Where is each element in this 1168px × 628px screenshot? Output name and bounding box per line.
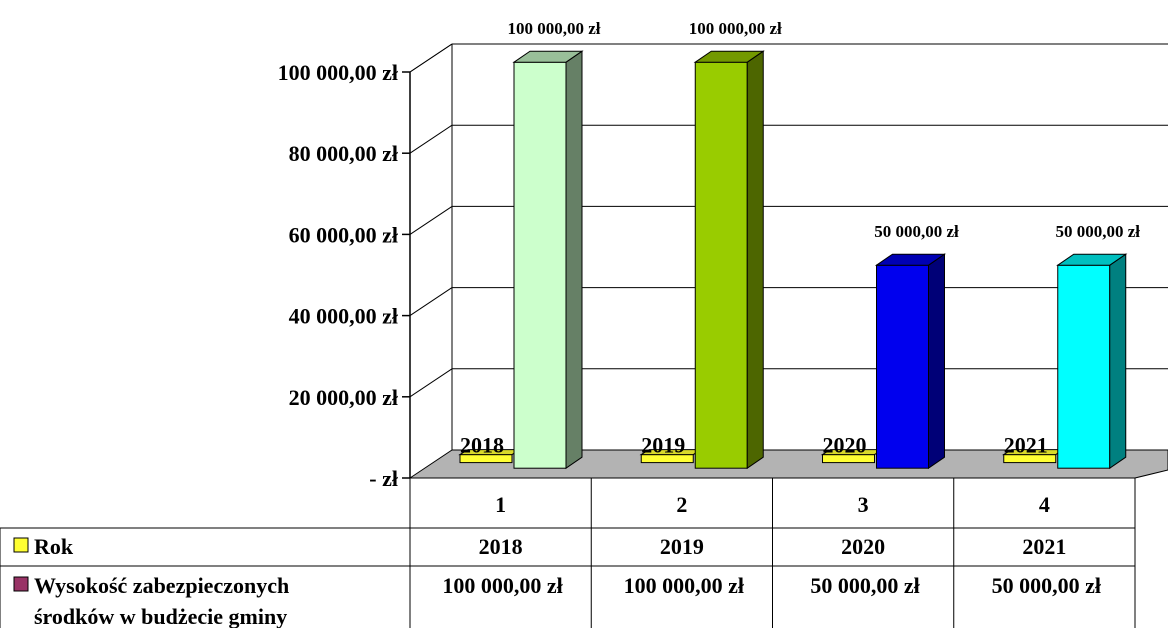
legend-label-value: Wysokość zabezpieczonych — [34, 573, 289, 598]
category-label: 2 — [676, 492, 687, 517]
bar-top — [1056, 253, 1128, 266]
table-cell-value: 50 000,00 zł — [810, 573, 919, 598]
bar-side — [1109, 253, 1127, 470]
table-cell-value: 50 000,00 zł — [992, 573, 1101, 598]
y-axis-ticks: - zł 20 000,00 zł 40 000,00 zł 60 000,00 zł… — [278, 60, 410, 491]
bar-side — [928, 253, 945, 470]
data-label-value: 100 000,00 zł — [689, 19, 782, 38]
table-cell-value: 100 000,00 zł — [442, 573, 562, 598]
table-cell-rok: 2018 — [479, 534, 523, 559]
bar-value-2 — [694, 61, 748, 469]
table-cell-rok: 2019 — [660, 534, 704, 559]
legend-label-value-line2: środków w budżecie gminy — [34, 604, 287, 628]
data-label-rok: 2020 — [823, 433, 867, 458]
y-axis-top-edge — [409, 43, 453, 73]
category-label: 4 — [1039, 492, 1050, 517]
table-cell-rok: 2021 — [1022, 534, 1066, 559]
bar-top — [512, 50, 584, 63]
y-tick-label: 20 000,00 zł — [289, 385, 398, 410]
gridline-side — [409, 287, 453, 317]
y-tick-label: 80 000,00 zł — [289, 141, 398, 166]
category-label: 3 — [858, 492, 869, 517]
data-label-rok: 2019 — [641, 433, 685, 458]
y-tick-label: 60 000,00 zł — [289, 222, 398, 247]
data-label-rok: 2021 — [1004, 433, 1048, 458]
bar-value-3 — [876, 264, 929, 469]
bar-value-1 — [513, 61, 567, 469]
bar-top — [693, 50, 765, 63]
y-tick-label: 40 000,00 zł — [289, 304, 398, 329]
bar-side — [565, 50, 583, 470]
data-label-value: 50 000,00 zł — [1055, 222, 1140, 241]
plot-floor — [408, 449, 1168, 479]
legend-swatch-value — [13, 576, 29, 592]
data-label-value: 50 000,00 zł — [874, 222, 959, 241]
legend-label-rok: Rok — [34, 534, 74, 559]
category-label: 1 — [495, 492, 506, 517]
bar-side — [746, 50, 764, 470]
data-label-rok: 2018 — [460, 433, 504, 458]
gridline-side — [409, 205, 453, 235]
bar-value-4 — [1057, 264, 1111, 469]
data-label-value: 100 000,00 zł — [507, 19, 600, 38]
table-cell-rok: 2020 — [841, 534, 885, 559]
bar-top — [874, 253, 947, 266]
table-cell-value: 100 000,00 zł — [624, 573, 744, 598]
gridline-side — [409, 124, 453, 154]
y-tick-label: 100 000,00 zł — [278, 60, 398, 85]
y-tick-label: - zł — [369, 466, 398, 491]
bars: 2018 100 000,00 zł 2019 100 000,00 zł 2020 50… — [458, 19, 1140, 470]
legend-swatch-rok — [13, 537, 29, 553]
data-table: 1 2 3 4 Rok 2018 2019 2020 2021 Wysokość zabezpie… — [0, 478, 1136, 628]
gridline-side — [409, 368, 453, 398]
